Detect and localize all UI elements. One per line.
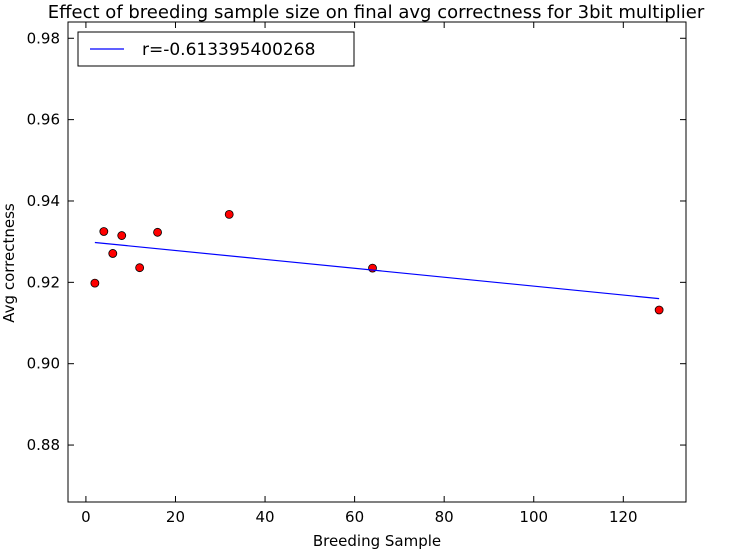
y-axis-label: Avg correctness	[0, 203, 18, 323]
y-tick-label: 0.98	[27, 29, 60, 47]
data-point	[153, 227, 162, 237]
x-tick-label: 0	[81, 508, 91, 526]
x-tick-label: 120	[609, 508, 638, 526]
data-point	[99, 227, 109, 236]
y-tick-label: 0.92	[27, 273, 60, 291]
x-tick-label: 60	[345, 508, 364, 526]
legend-label: r=-0.613395400268	[142, 40, 315, 60]
data-point	[108, 249, 118, 258]
x-tick-label: 20	[166, 508, 185, 526]
data-point	[224, 210, 234, 219]
y-tick-label: 0.88	[27, 436, 60, 454]
y-tick-label: 0.94	[27, 192, 60, 210]
data-point	[117, 231, 127, 240]
x-tick-label: 100	[519, 508, 548, 526]
x-axis-label: Breeding Sample	[313, 532, 441, 550]
data-point	[90, 278, 100, 288]
data-point	[654, 305, 664, 315]
plot-frame	[67, 21, 687, 503]
y-tick-label: 0.96	[27, 111, 60, 129]
data-point	[135, 263, 145, 273]
y-tick-label: 0.90	[27, 355, 60, 373]
chart-title: Effect of breeding sample size on final …	[48, 2, 705, 23]
fit-line	[94, 241, 660, 300]
x-tick-label: 80	[435, 508, 454, 526]
x-tick-label: 40	[255, 508, 274, 526]
